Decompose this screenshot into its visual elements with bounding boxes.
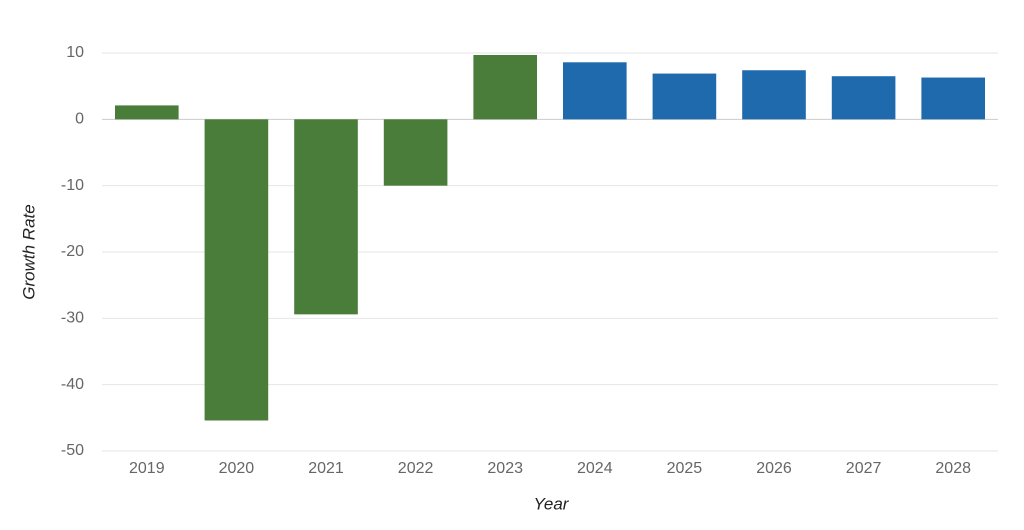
x-tick-label: 2023 <box>487 460 523 477</box>
bar <box>473 54 538 120</box>
bar <box>383 119 448 186</box>
y-tick-label: 0 <box>75 111 84 128</box>
x-tick-label: 2020 <box>219 460 255 477</box>
bar <box>921 77 986 120</box>
y-tick-label: -50 <box>61 442 84 459</box>
y-tick-label: -40 <box>61 376 84 393</box>
x-tick-label: 2019 <box>129 460 165 477</box>
bar <box>562 62 627 120</box>
x-tick-label: 2024 <box>577 460 613 477</box>
bar <box>114 105 179 120</box>
bar <box>742 70 806 120</box>
bar <box>831 76 896 120</box>
y-tick-label: -10 <box>61 177 84 194</box>
x-tick-label: 2025 <box>667 460 703 477</box>
x-tick-label: 2022 <box>398 460 434 477</box>
y-tick-label: -20 <box>61 243 84 260</box>
x-tick-label: 2028 <box>935 460 971 477</box>
x-tick-label: 2026 <box>756 460 792 477</box>
y-axis-title: Growth Rate <box>19 204 38 299</box>
x-axis-title: Year <box>534 494 570 513</box>
x-tick-label: 2027 <box>846 460 882 477</box>
bar <box>204 119 269 421</box>
y-tick-label: -30 <box>61 310 84 327</box>
bar <box>294 119 358 315</box>
x-tick-label: 2021 <box>308 460 344 477</box>
y-tick-label: 10 <box>66 44 84 61</box>
bar <box>652 73 717 120</box>
